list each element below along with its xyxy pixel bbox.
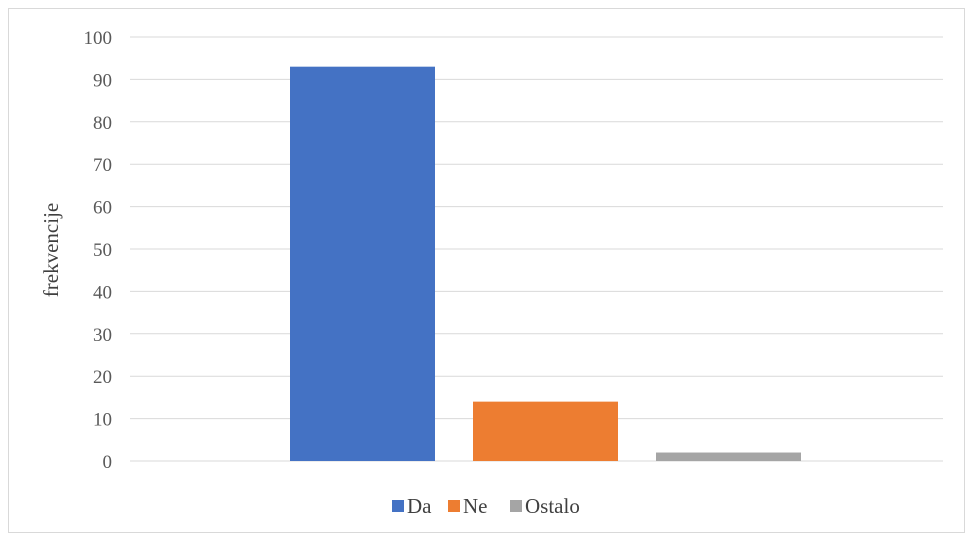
- y-tick-label: 60: [93, 198, 112, 219]
- y-tick-label: 80: [93, 113, 112, 134]
- y-tick-label: 0: [103, 452, 113, 473]
- legend-label-ostalo: Ostalo: [525, 494, 580, 518]
- y-tick-label: 50: [93, 240, 112, 261]
- y-tick-label: 70: [93, 155, 112, 176]
- bars: [290, 66, 801, 462]
- bar-ostalo: [656, 452, 801, 461]
- y-tick-label: 100: [84, 28, 113, 49]
- legend-label-da: Da: [407, 494, 432, 518]
- y-tick-label: 30: [93, 325, 112, 346]
- legend-label-ne: Ne: [463, 494, 488, 518]
- y-tick-label: 90: [93, 70, 112, 91]
- bar-ne: [473, 401, 618, 461]
- bar-da: [290, 66, 435, 462]
- legend-swatch-ostalo: [510, 500, 522, 512]
- y-tick-label: 40: [93, 282, 112, 303]
- y-tick-label: 10: [93, 410, 112, 431]
- gridlines: [130, 36, 943, 462]
- y-tick-labels: 0 10 20 30 40 50 60 70 80 90 100: [84, 28, 113, 473]
- y-axis-title: frekvencije: [39, 203, 63, 297]
- legend-swatch-ne: [448, 500, 460, 512]
- legend-swatch-da: [392, 500, 404, 512]
- legend: Da Ne Ostalo: [392, 494, 580, 518]
- y-tick-label: 20: [93, 367, 112, 388]
